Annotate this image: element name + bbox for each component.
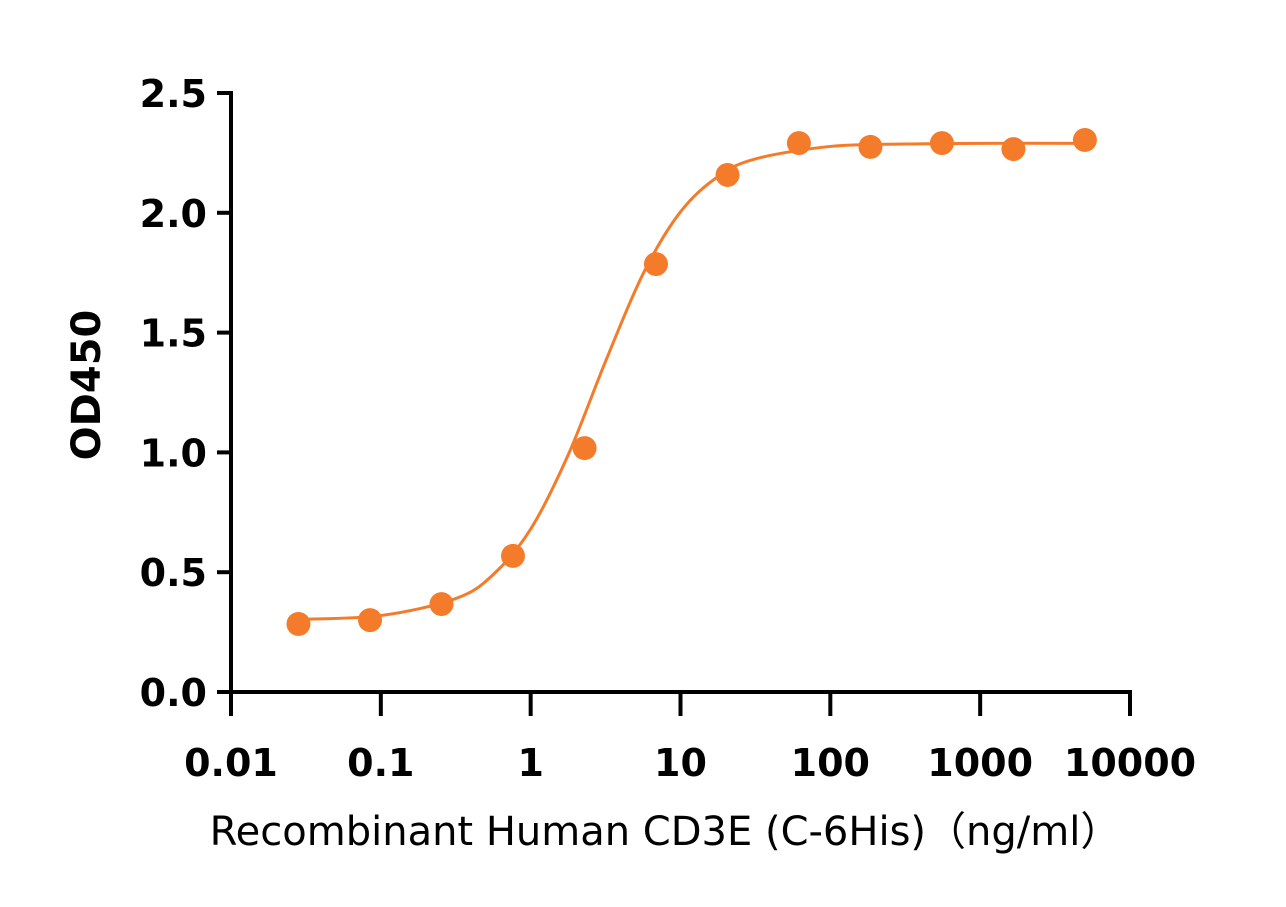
x-axis-title: Recombinant Human CD3E (C-6His)（ng/ml） xyxy=(210,809,1121,855)
data-point xyxy=(858,134,883,159)
y-tick-label: 2.0 xyxy=(140,192,207,236)
y-tick-label: 0.0 xyxy=(140,671,207,715)
y-tick-label: 1.5 xyxy=(140,312,207,356)
fit-curve xyxy=(298,141,1085,621)
data-point xyxy=(572,436,597,461)
x-tick-label: 0.01 xyxy=(184,741,278,785)
data-point xyxy=(929,131,954,156)
data-point xyxy=(1072,127,1097,152)
x-tick-label: 10000 xyxy=(1064,741,1196,785)
data-point xyxy=(358,608,383,633)
data-point xyxy=(643,252,668,277)
x-tick-label: 0.1 xyxy=(347,741,414,785)
y-tick-label: 1.0 xyxy=(140,431,207,475)
y-tick-label: 2.5 xyxy=(140,72,207,116)
y-tick-label: 0.5 xyxy=(140,551,207,595)
x-tick-label: 10 xyxy=(654,741,707,785)
x-tick-label: 1 xyxy=(517,741,543,785)
data-point xyxy=(715,162,740,187)
data-point xyxy=(429,592,454,617)
data-point xyxy=(1001,137,1026,162)
data-point xyxy=(500,543,525,568)
data-point xyxy=(786,131,811,156)
y-axis-title: OD450 xyxy=(64,310,110,461)
x-tick-label: 1000 xyxy=(927,741,1033,785)
x-tick-label: 100 xyxy=(791,741,870,785)
data-point xyxy=(286,611,311,636)
